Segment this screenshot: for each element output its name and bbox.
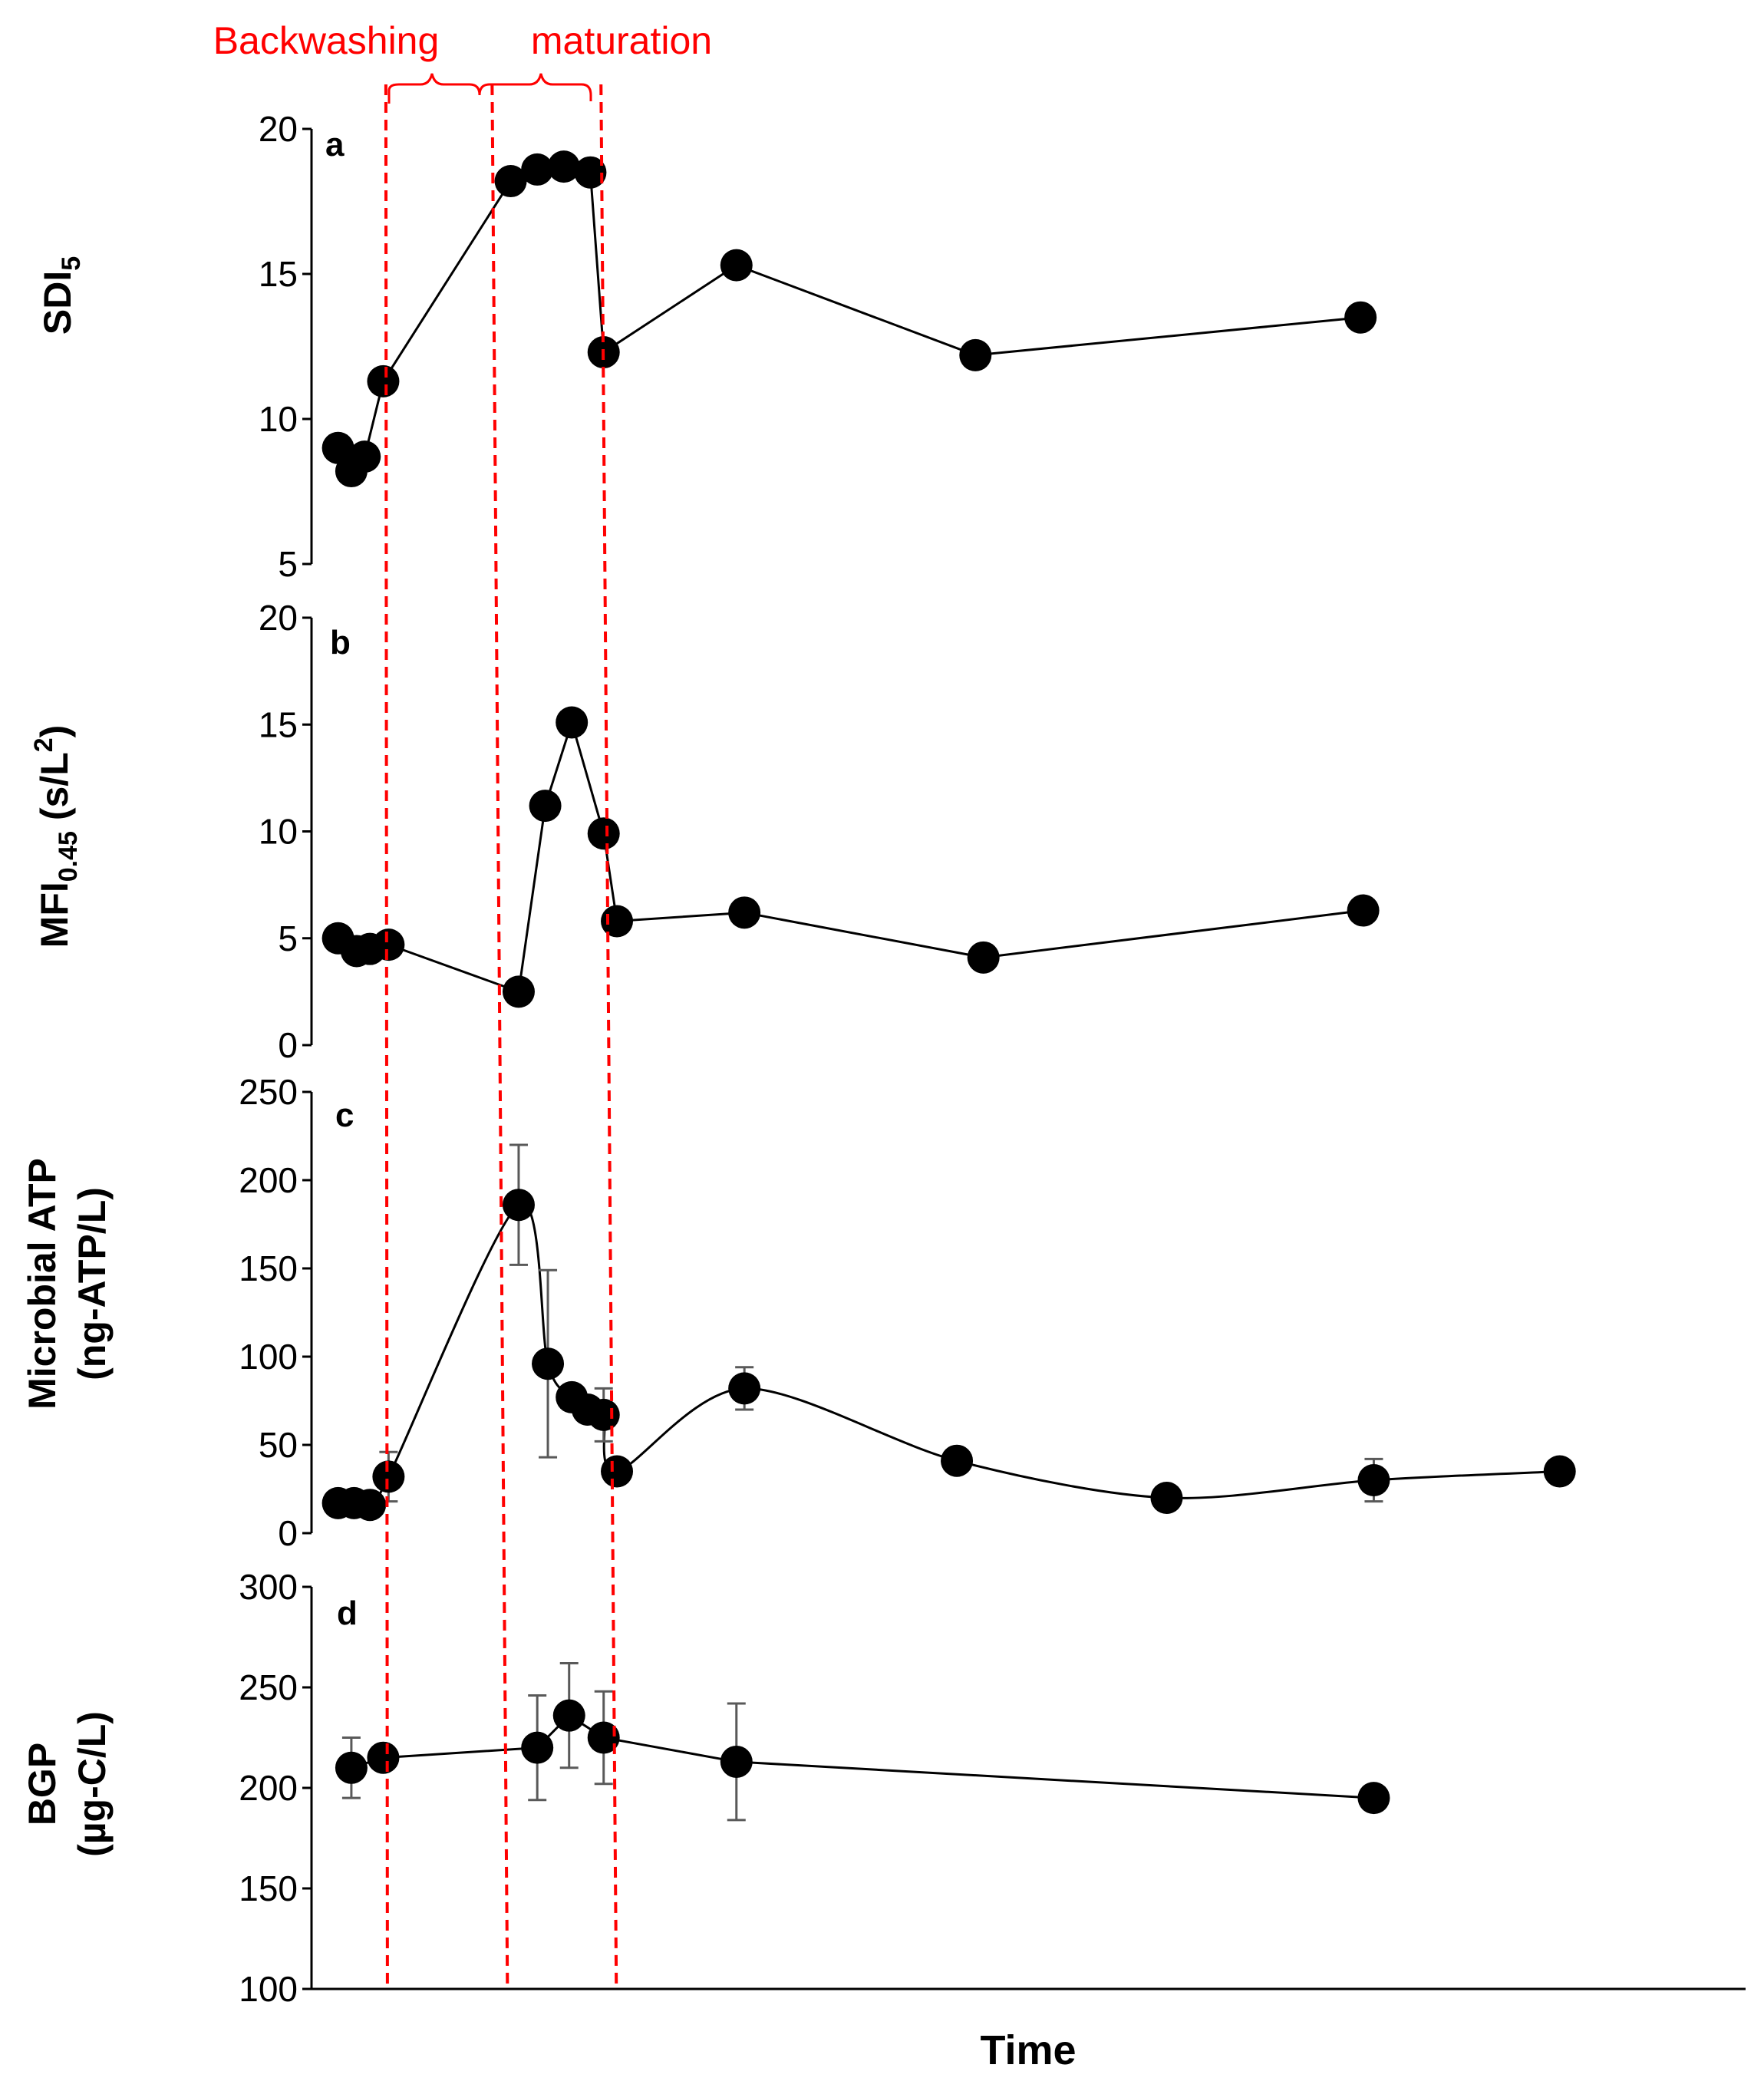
panel-b-y-tick-label: 20 — [259, 598, 298, 638]
panel-d-data-point — [367, 1741, 400, 1774]
maturation-brace — [478, 73, 592, 101]
maturation-label: maturation — [531, 19, 712, 62]
panel-c-y-tick-label: 50 — [259, 1425, 298, 1465]
panel-a-data-point — [521, 153, 554, 186]
panel-b-y-label-main: MFI — [33, 882, 76, 948]
panel-d-y-tick-label: 250 — [239, 1667, 298, 1707]
panel-c-data-point — [502, 1189, 535, 1222]
panel-d-y-tick-label: 300 — [239, 1567, 298, 1607]
panel-a-y-tick-label: 10 — [259, 399, 298, 439]
panel-c: 0 50 100 150 200 250 c Microbial ATP (ng-ATP/… — [21, 1072, 1576, 1553]
panel-d-letter: d — [337, 1595, 358, 1632]
panel-a-data-point — [574, 156, 607, 189]
panel-a-y-tick-label: 20 — [259, 109, 298, 149]
panel-b-y-axis: 0 5 10 15 20 — [259, 598, 313, 1065]
panel-c-y-tick-label: 100 — [239, 1337, 298, 1377]
panel-b-data-point — [1347, 894, 1380, 927]
panel-d-data-point — [720, 1745, 753, 1778]
panel-c-y-label-line1: Microbial ATP — [21, 1158, 64, 1410]
panel-d-y-tick-label: 150 — [239, 1868, 298, 1908]
panel-d-y-label-line2: (µg-C/L) — [71, 1711, 114, 1857]
panel-b-y-label-end: ) — [33, 725, 76, 738]
panel-d-data-point — [587, 1721, 620, 1754]
panel-c-data-point — [587, 1398, 620, 1431]
panel-c-letter: c — [335, 1097, 354, 1134]
panel-b-data-point — [556, 706, 589, 739]
panel-d-y-axis: 100 150 200 250 300 — [239, 1567, 313, 2009]
panel-d-series — [335, 1662, 1390, 1822]
panel-d-data-point — [335, 1751, 368, 1784]
panel-a-data-point — [547, 150, 580, 183]
panel-c-y-label-line2: (ng-ATP/L) — [71, 1187, 114, 1380]
x-axis-label: Time — [980, 2027, 1076, 2073]
panel-c-data-point — [1357, 1464, 1390, 1496]
panel-b-y-label-units: (s/L — [33, 752, 76, 831]
panel-c-data-point — [532, 1347, 565, 1380]
panel-b-series-line — [337, 718, 1363, 994]
panel-b-y-tick-label: 10 — [259, 812, 298, 852]
panel-c-y-tick-label: 200 — [239, 1160, 298, 1200]
panel-a-y-tick-label: 5 — [278, 544, 298, 584]
phase-annotations: Backwashing maturation — [213, 19, 712, 104]
panel-b-letter: b — [330, 624, 351, 661]
panel-c-data-point — [601, 1455, 634, 1488]
backwashing-brace — [387, 73, 481, 104]
panel-a-data-point — [720, 249, 753, 282]
panel-b-data-point — [728, 896, 761, 929]
panel-b-series — [321, 706, 1380, 1008]
panel-b-data-point — [967, 941, 1000, 974]
panel-b-y-tick-label: 5 — [278, 919, 298, 958]
panel-d-y-tick-label: 200 — [239, 1768, 298, 1808]
panel-c-data-point — [1150, 1482, 1183, 1514]
panel-b-data-point — [529, 790, 562, 823]
panel-b-y-label-sub: 0.45 — [54, 831, 83, 882]
panel-c-data-point — [941, 1444, 974, 1477]
panel-d: 100 150 200 250 300 d BGP (µg-C/L) — [21, 1567, 1390, 2009]
phase-divider-line — [490, 84, 509, 1990]
panel-d-data-point — [521, 1731, 554, 1764]
panel-b-y-label-sup: 2 — [29, 737, 58, 752]
panel-a-series — [321, 150, 1377, 488]
panel-a-data-point — [1344, 301, 1377, 334]
panel-b: 0 5 10 15 20 b MFI0.45 (s/L2) — [29, 598, 1380, 1065]
backwashing-label: Backwashing — [213, 19, 440, 62]
phase-divider-line — [384, 84, 389, 1990]
panel-c-series — [321, 1143, 1576, 1522]
panel-a-y-label-sub: 5 — [57, 256, 86, 271]
panel-a-data-point — [367, 364, 400, 397]
panel-c-y-tick-label: 0 — [278, 1513, 298, 1553]
panel-b-y-tick-label: 15 — [259, 704, 298, 744]
panel-a-series-line — [337, 165, 1361, 473]
panel-d-y-label-line1: BGP — [21, 1743, 64, 1826]
panel-b-data-point — [372, 928, 405, 961]
panel-d-y-tick-label: 100 — [239, 1969, 298, 2009]
panel-b-data-point — [601, 905, 634, 938]
panel-a-y-axis: 5 10 15 20 — [259, 109, 313, 584]
phase-lines — [384, 84, 618, 1990]
panel-b-y-tick-label: 0 — [278, 1025, 298, 1065]
panel-c-data-point — [354, 1489, 387, 1522]
panel-d-data-point — [1357, 1782, 1390, 1815]
panel-c-data-point — [728, 1372, 761, 1405]
panel-a-data-point — [348, 440, 381, 473]
panel-c-data-point — [1543, 1455, 1576, 1488]
panel-c-data-point — [372, 1460, 405, 1493]
panel-a-y-tick-label: 15 — [259, 254, 298, 294]
panel-a-letter: a — [325, 126, 345, 163]
panel-b-y-label: MFI0.45 (s/L2) — [29, 725, 83, 948]
panel-c-y-tick-label: 250 — [239, 1072, 298, 1112]
panel-a-data-point — [494, 165, 527, 198]
panel-c-y-axis: 0 50 100 150 200 250 — [239, 1072, 313, 1553]
panel-c-y-tick-label: 150 — [239, 1248, 298, 1288]
panel-d-data-point — [552, 1699, 585, 1732]
panel-a-y-label: SDI5 — [36, 256, 86, 335]
panel-b-data-point — [587, 817, 620, 850]
panel-b-data-point — [502, 975, 535, 1008]
panel-a-y-label-main: SDI — [36, 271, 79, 335]
panel-a-data-point — [959, 338, 992, 371]
